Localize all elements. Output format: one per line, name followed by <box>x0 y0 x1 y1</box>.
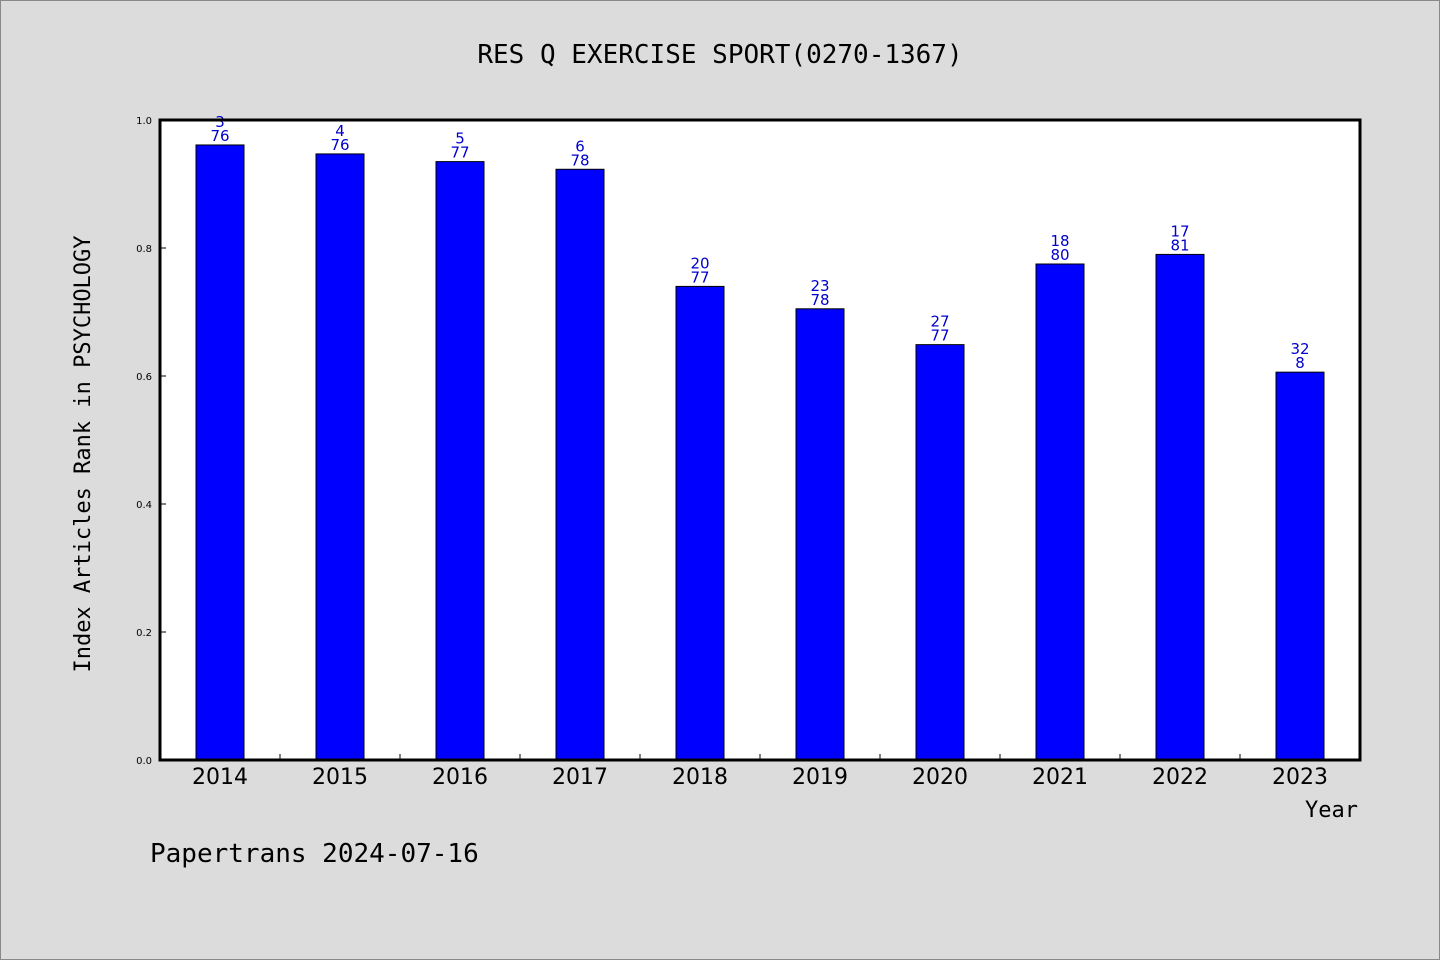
bar-data-label: 81 <box>1170 236 1189 254</box>
bar-data-label: 32 <box>1290 340 1309 358</box>
x-tick-label: 2018 <box>672 765 728 790</box>
bar-data-label: 77 <box>930 327 949 345</box>
chart-title: RES Q EXERCISE SPORT(0270-1367) <box>477 40 962 70</box>
y-tick-label: 1.0 <box>136 116 152 127</box>
bar <box>795 308 845 761</box>
bars-group <box>195 144 1325 761</box>
bar <box>675 285 725 761</box>
bar-data-label: 3 <box>215 113 225 131</box>
bar-data-label: 4 <box>335 122 345 140</box>
x-tick-label: 2016 <box>432 765 488 790</box>
bar-data-label: 77 <box>690 268 709 286</box>
x-tick-label: 2023 <box>1272 765 1328 790</box>
x-tick-label: 2021 <box>1032 765 1088 790</box>
y-tick-label: 0.6 <box>136 372 152 383</box>
bar-data-label: 27 <box>930 313 949 331</box>
y-tick-label: 0.0 <box>136 756 152 767</box>
bar <box>915 344 965 761</box>
bar-data-label: 80 <box>1050 246 1069 264</box>
bar <box>315 153 365 761</box>
bar-data-label: 76 <box>330 136 349 154</box>
y-tick-label: 0.2 <box>136 628 152 639</box>
plot-border <box>158 118 1362 762</box>
bar-data-label: 18 <box>1050 232 1069 250</box>
bar-data-label: 23 <box>810 277 829 295</box>
y-tick-label: 0.4 <box>136 500 152 511</box>
x-axis-label: Year <box>1305 798 1358 823</box>
x-tick-label: 2020 <box>912 765 968 790</box>
bar <box>1155 253 1205 761</box>
x-tick-label: 2014 <box>192 765 248 790</box>
bar <box>555 168 605 761</box>
footer-credit: Papertrans 2024-07-16 <box>150 839 479 869</box>
bar <box>1035 263 1085 761</box>
x-tick-label: 2019 <box>792 765 848 790</box>
bar-data-label: 78 <box>810 291 829 309</box>
bar <box>1275 371 1325 761</box>
bar-data-label: 76 <box>210 127 229 145</box>
bar-data-label: 17 <box>1170 222 1189 240</box>
bar-data-label: 78 <box>570 151 589 169</box>
y-axis-label: Index Articles Rank in PSYCHOLOGY <box>71 235 96 672</box>
bar <box>195 144 245 761</box>
x-tick-label: 2015 <box>312 765 368 790</box>
y-tick-label: 0.8 <box>136 244 152 255</box>
x-tick-label: 2022 <box>1152 765 1208 790</box>
bar <box>435 161 485 761</box>
x-tick-label: 2017 <box>552 765 608 790</box>
bar-data-label: 6 <box>575 137 585 155</box>
bar-data-label: 20 <box>690 254 709 272</box>
bar-data-label: 5 <box>455 130 465 148</box>
x-axis-ticks: 2014 2015 2016 2017 2018 2019 2020 2021 2022 2023 <box>192 754 1328 790</box>
bar-data-label: 77 <box>450 144 469 162</box>
bar-data-label: 8 <box>1295 354 1305 372</box>
